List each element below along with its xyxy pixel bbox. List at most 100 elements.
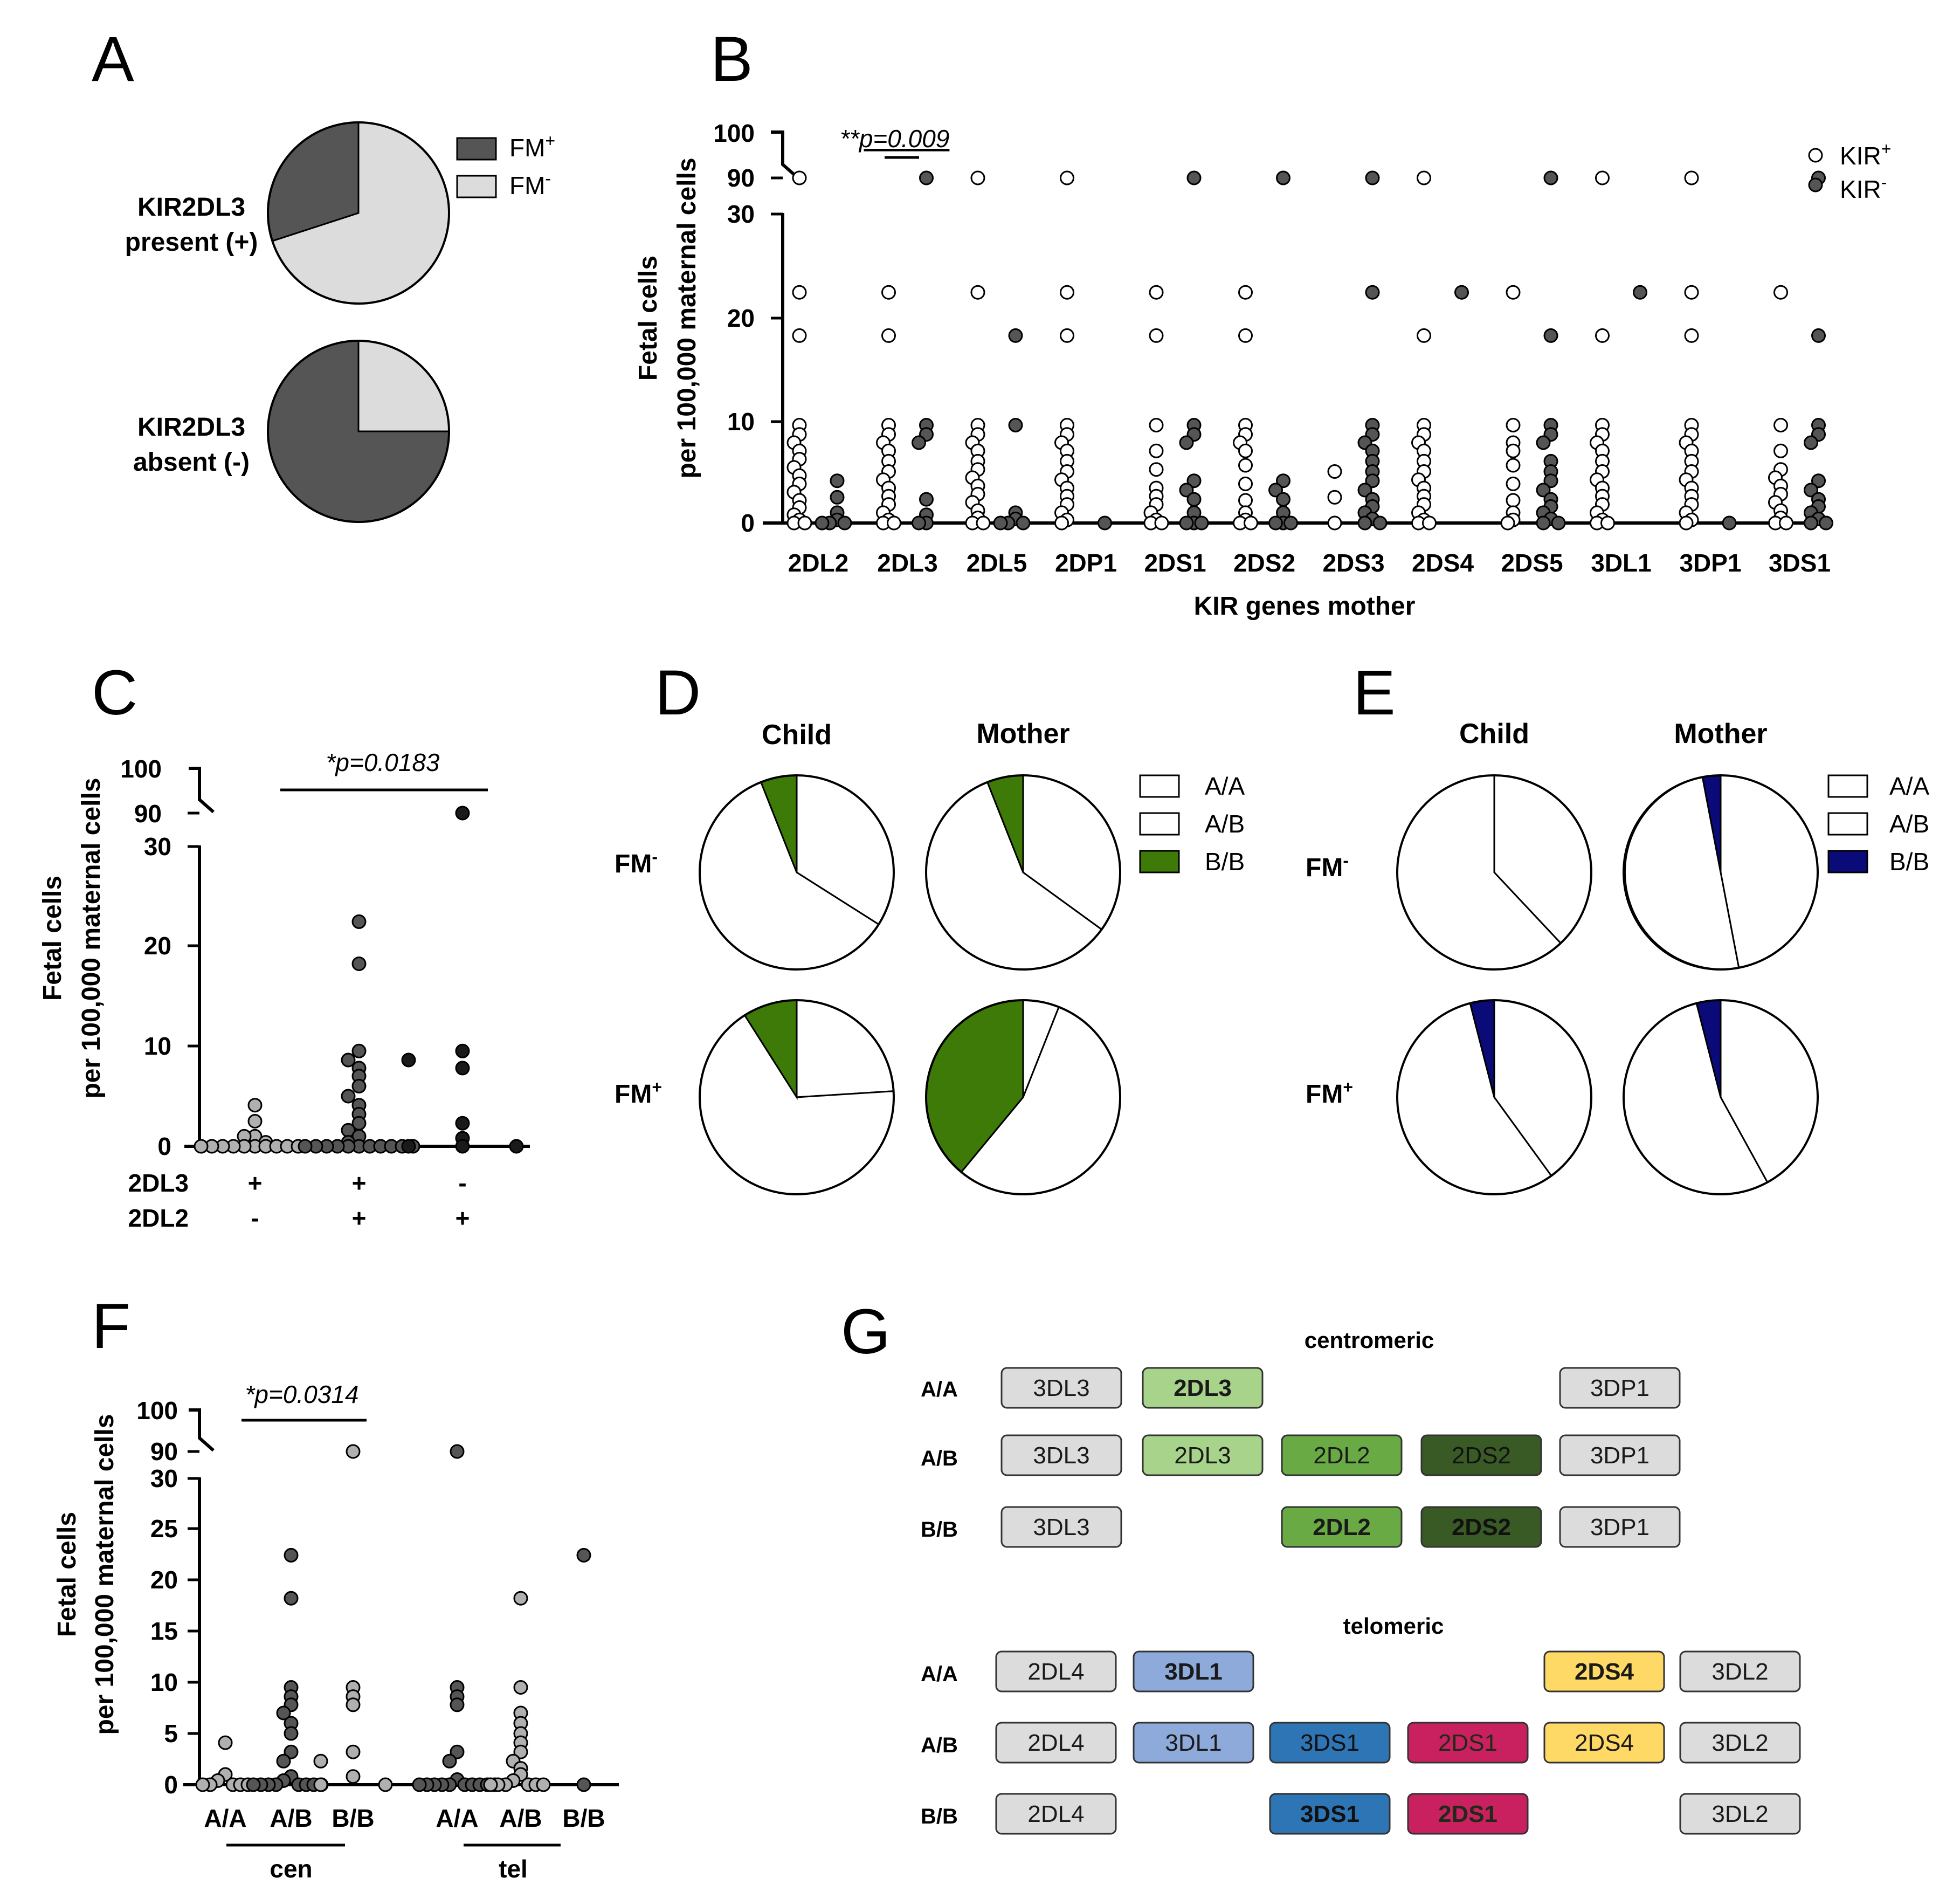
f-point-group1-6 [195,1777,210,1792]
g-tel-b-b-2dl4-label: 2DL4 [1027,1801,1084,1827]
c-pvalue: *p=0.0183 [326,748,439,776]
g-tel-a-b-3dl2-label: 3DL2 [1711,1730,1768,1756]
e-pie-r1-c2-slice-a-a [1720,774,1819,969]
g-title-telomeric: telomeric [1343,1613,1444,1639]
b-ytick-label-100: 100 [713,119,755,147]
g-tel-a-b-3dl2-box [1679,1722,1801,1764]
b-cat-label-2dp1: 2DP1 [1055,549,1117,577]
panel-c: C Fetal cells per 100,000 maternal cells… [38,657,530,1232]
pie-label-present-line1: KIR2DL3 [137,193,245,222]
b-point-3dp1-kir-plus-0 [1684,170,1699,185]
f-cat-label-tel-ab: A/B [499,1804,542,1832]
b-cat-label-2ds1: 2DS1 [1144,549,1206,577]
b-ylabel-line1: Fetal cells [634,256,662,381]
b-y-axis-break [771,130,798,178]
b-point-2ds2-kir-minus-3 [1276,492,1290,507]
c-point-group3-7 [401,1139,416,1154]
b-point-2ds5-kir-minus-13 [1536,515,1551,531]
b-point-2ds5-kir-plus-4 [1506,458,1521,473]
b-point-2ds2-kir-plus-8 [1238,493,1253,508]
g-tel-a-b-2ds4-box [1543,1722,1665,1764]
c-point-group1-0 [247,1098,263,1113]
b-point-2ds1-kir-plus-4 [1149,462,1164,477]
b-point-2ds1-kir-plus-3 [1149,443,1164,458]
d-pie-r2-c1-slice-a-a [796,999,895,1098]
b-point-2ds5-kir-plus-1 [1506,418,1521,432]
g-tel-a-b-2ds1-label: 2DS1 [1438,1730,1497,1756]
b-point-2ds5-kir-plus-0 [1506,285,1521,300]
g-tel-b-b-3ds1-label: 3DS1 [1300,1801,1359,1827]
c-sign-g3-2dl3: - [458,1169,466,1197]
c-row-label-2dl2: 2DL2 [128,1204,189,1232]
b-point-2dl3-kir-minus-3 [912,435,926,450]
b-point-3ds1-kir-minus-1 [1811,328,1826,343]
b-point-2dp1-kir-plus-2 [1060,328,1074,343]
f-group-label-cen: cen [270,1855,312,1883]
d-legend-swatch-aa [1139,774,1180,798]
b-point-2ds1-kir-minus-0 [1186,170,1202,185]
f-cat-label-tel-bb: B/B [562,1804,605,1832]
c-point-group2-0 [351,914,367,929]
pie-label-present-line2: present (+) [125,228,258,257]
f-point-group2-9 [276,1753,291,1769]
legend-swatch-fm-minus [456,175,497,198]
f-point-group6-1 [576,1777,591,1792]
f-point-group4-15 [412,1777,427,1792]
e-col-head-mother: Mother [1674,718,1767,749]
b-point-3dl1-kir-plus-15 [1600,515,1615,531]
b-point-2ds5-kir-plus-9 [1500,515,1515,531]
b-point-2ds3-kir-minus-1 [1365,285,1380,300]
d-row-label-fm-minus: FM- [615,847,658,878]
b-point-2dl2-kir-plus-1 [792,285,807,300]
legend-a-fm-plus-text: FM [509,134,545,162]
b-point-2ds4-kir-plus-0 [1417,170,1431,185]
b-cat-label-2ds2: 2DS2 [1233,549,1295,577]
b-point-2ds2-kir-minus-0 [1276,170,1290,185]
b-point-3dl1-kir-plus-1 [1595,328,1610,343]
f-ytick-label-5: 5 [164,1719,178,1747]
d-legend-swatch-bb [1139,850,1180,873]
b-point-2dl2-kir-minus-5 [837,515,852,531]
panel-b: B Fetal cells per 100,000 maternal cells… [634,24,1891,621]
f-point-group2-8 [284,1744,299,1759]
b-point-2ds1-kir-plus-2 [1149,418,1164,432]
d-col-head-child: Child [762,719,832,751]
e-col-head-child: Child [1459,718,1529,749]
g-cen-a-b-3dl3-label: 3DL3 [1033,1442,1089,1469]
g-tel-a-a-2dl4-box [995,1650,1117,1693]
b-cat-label-2dl5: 2DL5 [967,549,1027,577]
a-pie-2-slice-fm [357,340,450,432]
f-cat-label-cen-ab: A/B [270,1804,312,1832]
f-point-group4-4 [450,1744,465,1759]
legend-b-kir-plus-text: KIR [1840,142,1881,170]
b-point-3ds1-kir-minus-5 [1811,473,1826,489]
b-point-3dp1-kir-plus-15 [1679,515,1694,531]
b-point-2ds5-kir-minus-0 [1543,170,1558,185]
e-legend-bb: B/B [1889,848,1929,876]
g-cen-a-a-3dl3-box [1000,1367,1122,1409]
f-ylabel-line2: per 100,000 maternal cells [91,1414,119,1735]
g-tel-a-b-3dl1-label: 3DL1 [1165,1730,1221,1756]
b-point-2dl2-kir-plus-2 [792,328,807,343]
legend-b-kir-minus-text: KIR [1840,175,1881,203]
f-group-label-tel: tel [499,1855,528,1883]
g-tel-b-b-3ds1-box [1269,1793,1391,1835]
g-cen-a-a-2dl3-label: 2DL3 [1174,1375,1232,1401]
g-cen-b-b-2ds2-label: 2DS2 [1452,1514,1511,1540]
g-tel-b-b-2ds1-box [1407,1793,1529,1835]
c-sign-g1-2dl3: + [248,1169,263,1197]
b-point-2dl5-kir-plus-1 [970,285,985,300]
b-point-2ds5-kir-minus-7 [1543,473,1558,489]
f-ylabel-line1: Fetal cells [53,1512,81,1637]
b-point-2ds1-kir-minus-3 [1179,435,1194,450]
g-tel-a-a-2ds4-label: 2DS4 [1575,1659,1634,1685]
f-point-group2-1 [284,1591,299,1606]
b-point-3ds1-kir-plus-1 [1773,418,1788,432]
b-point-2ds1-kir-plus-11 [1154,515,1169,531]
b-pvalue: **p=0.009 [840,125,949,153]
b-point-2ds4-kir-plus-15 [1422,515,1437,531]
d-pies [699,774,1121,1195]
f-pvalue: *p=0.0314 [245,1380,358,1408]
c-point-group3-4 [455,1116,470,1131]
b-point-2dl2-kir-minus-1 [830,490,845,505]
